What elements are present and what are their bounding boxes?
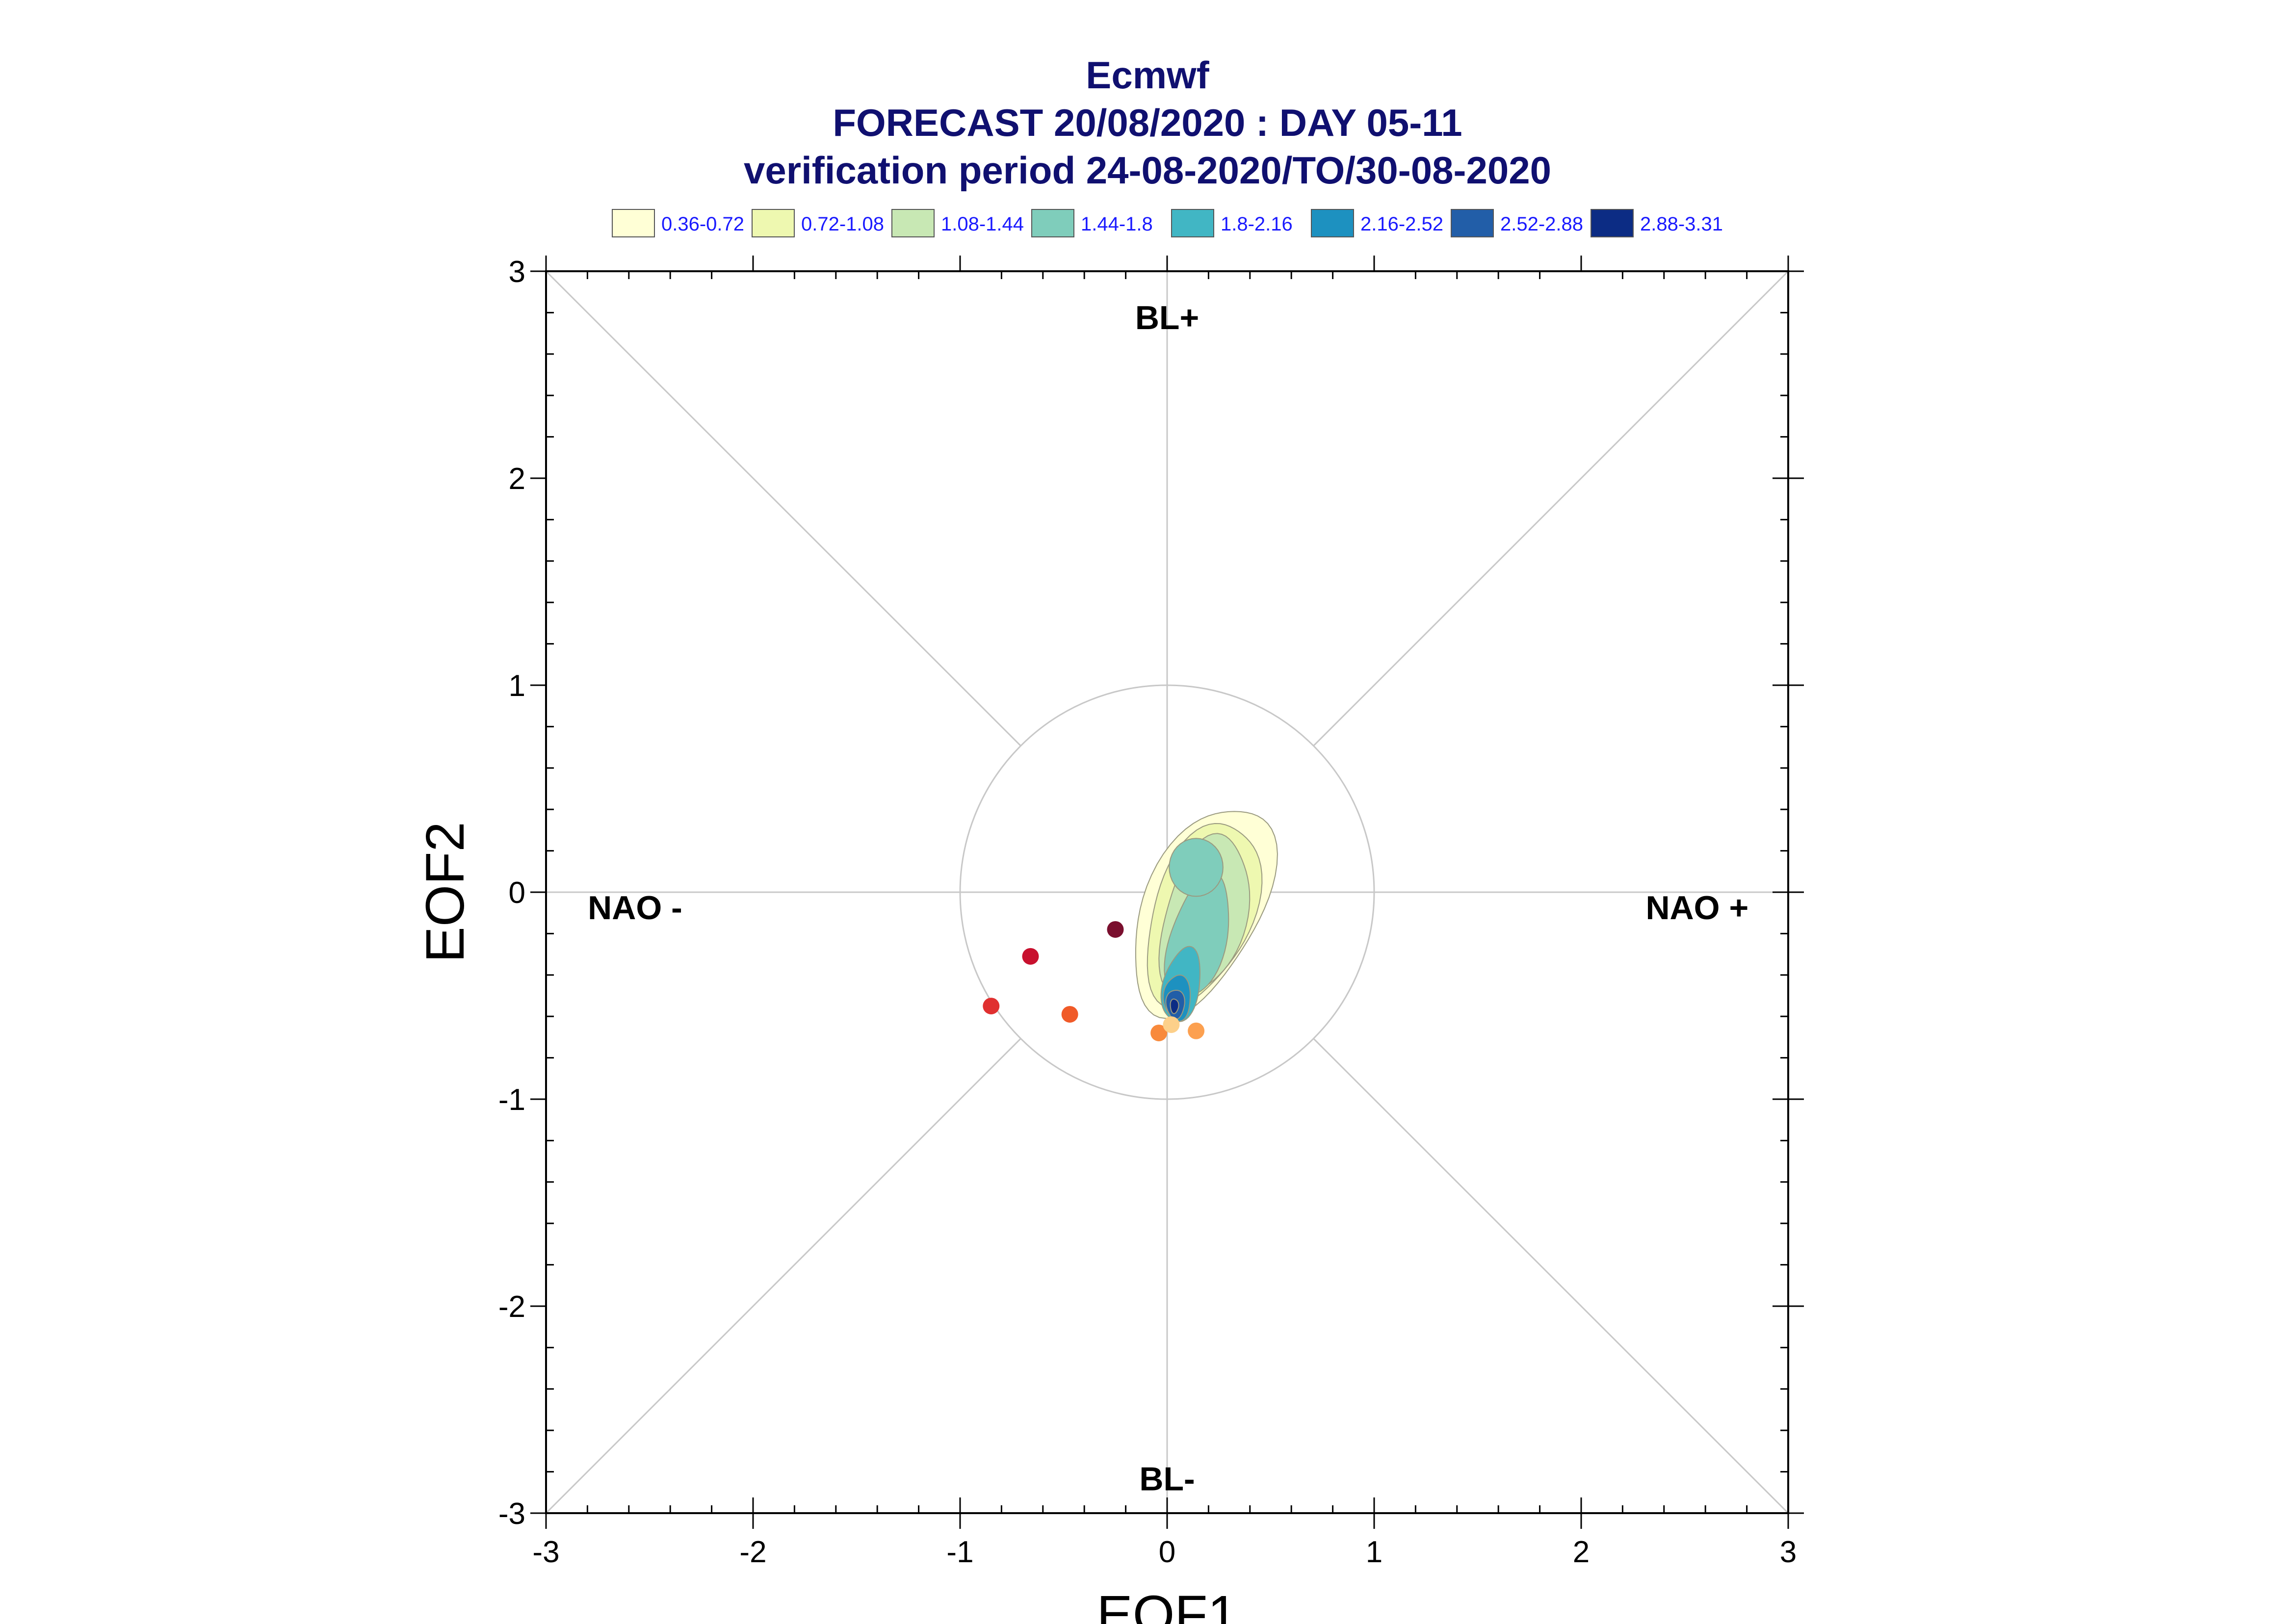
ensemble-points [983, 921, 1205, 1041]
legend-swatch [1031, 209, 1074, 237]
legend-swatch [752, 209, 795, 237]
y-tick-label: 3 [509, 255, 525, 289]
legend-label: 2.16-2.52 [1360, 213, 1443, 235]
region-label-top: BL+ [1135, 299, 1199, 336]
x-tick-label: -2 [739, 1535, 766, 1569]
legend-swatch [612, 209, 655, 237]
ensemble-point [1022, 948, 1039, 965]
legend-label: 1.08-1.44 [941, 213, 1024, 235]
chart-title: Ecmwf [1086, 53, 1209, 97]
region-label-right: NAO + [1645, 889, 1748, 927]
unit-circle [959, 684, 1375, 1100]
legend-label: 2.52-2.88 [1500, 213, 1583, 235]
legend-label: 0.36-0.72 [661, 213, 744, 235]
x-tick-label: 1 [1366, 1535, 1382, 1569]
y-tick-label: -3 [498, 1497, 525, 1531]
legend: 0.36-0.72 0.72-1.08 1.08-1.44 1.44-1.8 1.8-2… [612, 209, 1723, 237]
y-tick-label: 0 [509, 876, 525, 910]
legend-swatch [1311, 209, 1354, 237]
legend-label: 1.44-1.8 [1081, 213, 1153, 235]
ensemble-point [1188, 1022, 1205, 1039]
x-tick-label: 0 [1159, 1535, 1175, 1569]
ensemble-point [1163, 1016, 1180, 1033]
x-tick-label: 3 [1780, 1535, 1797, 1569]
legend-swatch [1451, 209, 1494, 237]
diagonal-guide-line [1313, 270, 1789, 747]
diagonal-guide-line [545, 1038, 1021, 1514]
ensemble-point [1150, 1024, 1168, 1041]
y-tick-label: 1 [509, 669, 525, 703]
ensemble-point [983, 998, 1000, 1015]
legend-label: 1.8-2.16 [1221, 213, 1293, 235]
legend-label: 0.72-1.08 [801, 213, 884, 235]
axis-text: -3-3 -2 -2 -1 -1 0 0 1 1 2 2 3 3 EOF1 EOF2 BL+ BL- NAO - N… [415, 255, 1797, 1624]
y-tick-label: -2 [498, 1290, 525, 1324]
density-contour-8 [1170, 998, 1179, 1014]
diagonal-guide-line [545, 270, 1021, 747]
legend-swatch [1591, 209, 1634, 237]
chart-subtitle-2: verification period 24-08-2020/TO/30-08-… [743, 149, 1552, 192]
y-axis-title: EOF2 [415, 822, 475, 962]
region-label-left: NAO - [588, 889, 682, 927]
axis-ticks [530, 256, 1804, 1529]
y-tick-label: 2 [509, 462, 525, 496]
legend-swatch [891, 209, 935, 237]
x-tick-label: -3 [532, 1535, 559, 1569]
region-label-bottom: BL- [1139, 1461, 1195, 1498]
density-upper-mode [1169, 838, 1224, 897]
ensemble-point [1107, 921, 1124, 938]
x-axis-title: EOF1 [1096, 1585, 1237, 1624]
density-contours [1135, 811, 1278, 1022]
diagonal-guide-line [1313, 1038, 1789, 1514]
x-tick-label: -1 [946, 1535, 973, 1569]
legend-swatch [1171, 209, 1214, 237]
chart-subtitle: FORECAST 20/08/2020 : DAY 05-11 [833, 101, 1462, 144]
legend-label: 2.88-3.31 [1640, 213, 1723, 235]
x-tick-label: 2 [1573, 1535, 1590, 1569]
y-tick-label: -1 [498, 1083, 525, 1117]
ensemble-point [1061, 1005, 1078, 1023]
